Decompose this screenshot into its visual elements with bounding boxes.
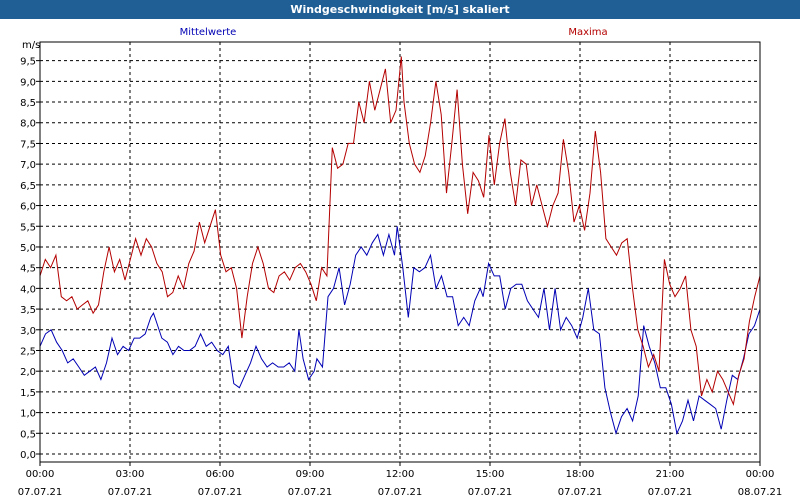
series-layer xyxy=(39,56,761,436)
series-mittelwerte xyxy=(39,226,761,436)
y-axis: 0,0 0,5 1,0 1,5 2,0 2,5 3,0 3,5 4,0 4,5 5,0 5,5 6,0 6… xyxy=(20,57,40,461)
y-tick-label: 0,0 xyxy=(20,450,36,461)
y-tick-label: 8,0 xyxy=(20,119,36,130)
chart-title: Windgeschwindigkeit [m/s] skaliert xyxy=(0,0,800,19)
x-tick-time: 09:00 xyxy=(296,469,325,480)
y-tick-label: 7,5 xyxy=(20,139,36,150)
x-tick-date: 07.07.21 xyxy=(108,487,153,498)
y-axis-unit: m/s xyxy=(22,40,40,51)
y-tick-label: 5,0 xyxy=(20,243,36,254)
y-tick-label: 6,0 xyxy=(20,202,36,213)
x-tick-date: 07.07.21 xyxy=(468,487,513,498)
y-tick-label: 4,0 xyxy=(20,284,36,295)
x-tick-date: 07.07.21 xyxy=(378,487,423,498)
x-tick-time: 12:00 xyxy=(386,469,415,480)
legend-mittelwerte: Mittelwerte xyxy=(180,27,237,38)
y-tick-label: 9,5 xyxy=(20,57,36,68)
x-tick-date: 07.07.21 xyxy=(198,487,243,498)
y-tick-label: 2,5 xyxy=(20,346,36,357)
y-tick-label: 7,0 xyxy=(20,160,36,171)
x-tick-time: 18:00 xyxy=(566,469,595,480)
y-tick-label: 0,5 xyxy=(20,429,36,440)
x-tick-time: 06:00 xyxy=(206,469,235,480)
x-tick-date: 07.07.21 xyxy=(288,487,333,498)
x-tick-time: 21:00 xyxy=(656,469,685,480)
y-tick-label: 1,0 xyxy=(20,409,36,420)
x-tick-time: 00:00 xyxy=(746,469,775,480)
x-axis: 00:00 07.07.21 03:00 07.07.21 06:00 07.07.21 0… xyxy=(18,462,783,498)
x-tick-time: 03:00 xyxy=(116,469,145,480)
x-tick-date: 07.07.21 xyxy=(18,487,63,498)
y-tick-label: 1,5 xyxy=(20,388,36,399)
x-tick-date: 07.07.21 xyxy=(558,487,603,498)
series-maxima xyxy=(39,56,761,407)
x-tick-date: 07.07.21 xyxy=(648,487,693,498)
wind-speed-chart: Mittelwerte Maxima m/s 0,0 0,5 1,0 1,5 2,0 2,… xyxy=(0,19,800,500)
y-tick-label: 5,5 xyxy=(20,222,36,233)
y-tick-label: 9,0 xyxy=(20,77,36,88)
x-tick-time: 15:00 xyxy=(476,469,505,480)
x-tick-date: 08.07.21 xyxy=(738,487,783,498)
x-tick-time: 00:00 xyxy=(26,469,55,480)
y-tick-label: 3,0 xyxy=(20,326,36,337)
y-tick-label: 3,5 xyxy=(20,305,36,316)
y-tick-label: 8,5 xyxy=(20,98,36,109)
y-tick-label: 2,0 xyxy=(20,367,36,378)
legend-maxima: Maxima xyxy=(568,27,607,38)
y-tick-label: 4,5 xyxy=(20,264,36,275)
y-tick-label: 6,5 xyxy=(20,181,36,192)
